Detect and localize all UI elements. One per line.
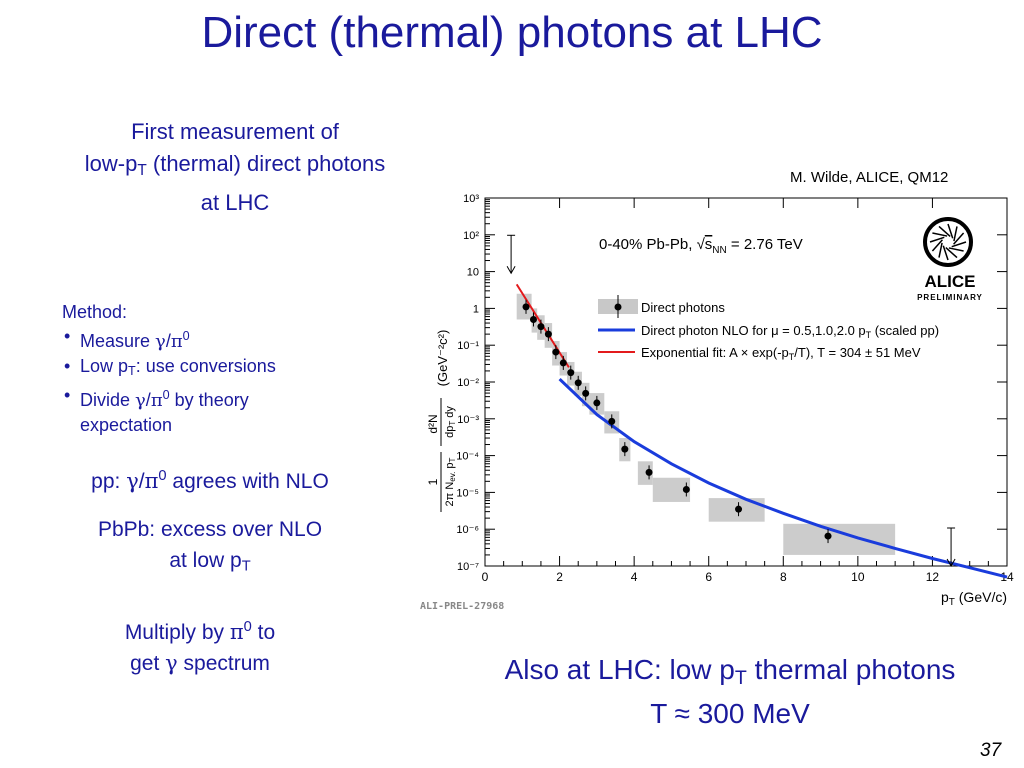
logo-spoke bbox=[953, 226, 958, 242]
data-point bbox=[682, 485, 690, 493]
logo-spoke bbox=[947, 223, 954, 239]
legend-key-marker bbox=[614, 303, 622, 311]
x-tick-label: 6 bbox=[705, 570, 712, 584]
data-point bbox=[537, 323, 545, 331]
svg-text:d²N: d²N bbox=[426, 414, 440, 433]
data-point bbox=[529, 315, 537, 323]
y-tick-label: 10 bbox=[467, 267, 479, 279]
data-point bbox=[567, 369, 575, 377]
pbpb-note: PbPb: excess over NLO at low pT bbox=[97, 518, 323, 575]
method-list: Measure γ/π0 Low pT: use conversions Div… bbox=[62, 324, 362, 437]
intro-line-1: First measurement of bbox=[131, 119, 339, 144]
logo-spoke bbox=[931, 239, 943, 252]
data-point bbox=[735, 505, 743, 513]
method-block: Method: Measure γ/π0 Low pT: use convers… bbox=[62, 300, 362, 437]
y-tick-label: 10⁻⁷ bbox=[457, 561, 479, 573]
data-point bbox=[824, 532, 832, 540]
y-tick-label: 10⁻¹ bbox=[457, 340, 479, 352]
legend-entry-direct-photons: Direct photons bbox=[641, 300, 725, 315]
svg-text:2π Nev. pT: 2π Nev. pT bbox=[444, 457, 457, 506]
direct-photon-spectrum-chart: 0 2 4 6 8 10 12 1410⁻⁷10⁻⁶10⁻⁵10⁻⁴10⁻³10⁻²10⁻¹1… bbox=[415, 190, 1020, 622]
data-point bbox=[593, 399, 601, 407]
axis-ticks: 0 2 4 6 8 10 12 14 10⁻⁷ 10⁻⁶ 10⁻⁵ 10⁻⁴ 10⁻³ 10⁻² 10⁻¹ 1… bbox=[456, 193, 1014, 584]
logo-spoke bbox=[948, 247, 964, 252]
y-tick-label: 10⁻³ bbox=[457, 414, 479, 426]
intro-line-3: at LHC bbox=[200, 189, 270, 215]
method-item-low-pt: Low pT: use conversions bbox=[62, 354, 362, 383]
x-tick-label: 0 bbox=[482, 570, 489, 584]
legend-entry-fit: Exponential fit: A × exp(-pT/T), T = 304… bbox=[641, 345, 921, 362]
system-annotation: 0-40% Pb-Pb, √sNN = 2.76 TeV bbox=[599, 236, 803, 256]
data-point bbox=[582, 389, 590, 397]
data-point bbox=[552, 348, 560, 356]
y-tick-label: 10⁻² bbox=[457, 377, 479, 389]
data-point bbox=[544, 330, 552, 338]
alice-logo-ring bbox=[923, 217, 973, 267]
data-point bbox=[522, 303, 530, 311]
slide-title: Direct (thermal) photons at LHC bbox=[201, 8, 823, 57]
alice-logo-spokes bbox=[929, 223, 967, 261]
x-tick-label: 14 bbox=[1000, 570, 1014, 584]
data-points bbox=[522, 299, 832, 544]
logo-spoke bbox=[951, 241, 967, 248]
logo-spoke bbox=[938, 242, 943, 258]
upper-limit-arrowhead bbox=[506, 266, 516, 275]
data-point bbox=[608, 417, 616, 425]
x-axis-label: pT (GeV/c) bbox=[941, 589, 1007, 608]
svg-text:(GeV⁻²c²): (GeV⁻²c²) bbox=[435, 330, 450, 387]
y-axis-label: 1 2π Nev. pT d²N dpT dy (GeV⁻²c²) bbox=[426, 330, 457, 512]
logo-spoke bbox=[929, 236, 945, 243]
figure-credit: M. Wilde, ALICE, QM12 bbox=[790, 169, 949, 186]
data-point bbox=[559, 359, 567, 367]
y-tick-label: 10⁻⁵ bbox=[456, 487, 479, 499]
pp-note: pp: γ/π0 agrees with NLO bbox=[91, 468, 329, 494]
chart-background bbox=[415, 190, 1020, 622]
logo-spoke bbox=[938, 225, 951, 237]
logo-spoke bbox=[953, 232, 965, 245]
svg-text:1: 1 bbox=[426, 478, 440, 485]
upper-limit-arrowhead bbox=[946, 558, 956, 568]
method-item-measure: Measure γ/π0 bbox=[62, 324, 362, 354]
data-point bbox=[621, 445, 629, 453]
sys-error-box bbox=[783, 523, 896, 555]
intro-line-2: low-pT (thermal) direct photons bbox=[84, 151, 386, 179]
conclusion-note: Also at LHC: low pT thermal photons T ≈ … bbox=[504, 654, 956, 729]
y-tick-label: 10⁻⁴ bbox=[456, 451, 479, 463]
nlo-curve bbox=[558, 378, 1008, 579]
preliminary-tag: ALI-PREL-27968 bbox=[420, 601, 504, 612]
x-tick-label: 10 bbox=[851, 570, 865, 584]
alice-logo-name: ALICE bbox=[925, 272, 976, 291]
x-tick-label: 12 bbox=[926, 570, 940, 584]
upper-limit-arrows bbox=[506, 234, 956, 568]
alice-logo-subtitle: PRELIMINARY bbox=[917, 293, 983, 302]
logo-spoke bbox=[945, 247, 958, 259]
data-point bbox=[574, 379, 582, 387]
logo-spoke bbox=[942, 245, 949, 261]
y-tick-label: 10⁻⁶ bbox=[456, 524, 479, 536]
alice-logo: ALICE PRELIMINARY bbox=[917, 217, 983, 302]
legend-entry-nlo: Direct photon NLO for μ = 0.5,1.0,2.0 pT… bbox=[641, 323, 939, 340]
x-tick-label: 4 bbox=[631, 570, 638, 584]
svg-text:dpT dy: dpT dy bbox=[444, 406, 457, 438]
intro-text: First measurement of low-pT (thermal) di… bbox=[30, 116, 440, 219]
x-tick-label: 2 bbox=[556, 570, 563, 584]
data-point bbox=[645, 468, 653, 476]
logo-spoke bbox=[932, 232, 948, 237]
y-tick-label: 10² bbox=[463, 230, 479, 242]
method-heading: Method: bbox=[62, 302, 128, 322]
multiply-note: Multiply by π0 to get γ spectrum bbox=[124, 619, 276, 676]
x-tick-label: 8 bbox=[780, 570, 787, 584]
y-tick-label: 1 bbox=[473, 303, 479, 315]
slide-number: 37 bbox=[980, 740, 1002, 761]
y-tick-label: 10³ bbox=[463, 193, 479, 205]
legend: Direct photons Direct photon NLO for μ =… bbox=[598, 295, 939, 362]
